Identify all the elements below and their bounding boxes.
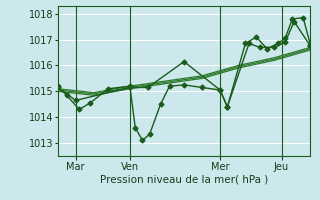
X-axis label: Pression niveau de la mer( hPa ): Pression niveau de la mer( hPa ) — [100, 174, 268, 184]
